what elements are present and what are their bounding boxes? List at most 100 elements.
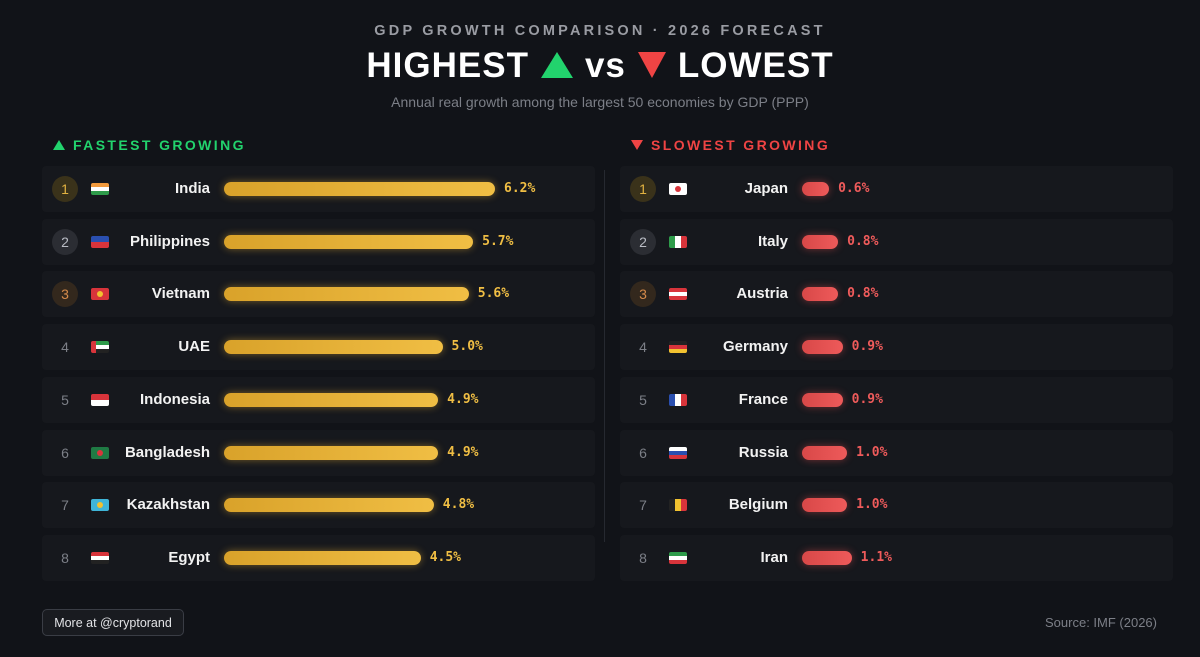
list-item: 5 Indonesia 4.9%: [42, 376, 595, 423]
rank-badge: 4: [639, 339, 647, 356]
country-label: Russia: [738, 443, 788, 461]
rank-badge: 2: [52, 228, 78, 255]
austria-flag-icon: [669, 288, 687, 301]
list-item: 1 Japan 0.6%: [620, 166, 1173, 212]
kazakhstan-flag-icon: [91, 499, 109, 512]
value-label: 5.0%: [451, 339, 483, 355]
column-divider: [604, 170, 605, 542]
bar: [224, 287, 469, 302]
bar: [224, 340, 443, 355]
bar: [224, 550, 421, 565]
bar: [224, 392, 439, 407]
source-note: Source: IMF (2026): [1045, 615, 1157, 630]
rank-badge: 6: [61, 444, 69, 461]
chart-title: HIGHEST vs LOWEST: [0, 46, 1200, 86]
rank-badge: 3: [630, 281, 656, 308]
list-item: 8 Egypt 4.5%: [42, 534, 595, 581]
rank-badge: 5: [61, 391, 69, 408]
list-item: 6 Russia 1.0%: [620, 429, 1173, 476]
value-label: 5.6%: [477, 286, 510, 302]
country-label: Kazakhstan: [126, 496, 210, 514]
list-item: 4 UAE 5.0%: [42, 324, 595, 371]
bar: [802, 498, 848, 513]
bar: [802, 182, 830, 196]
bar: [802, 340, 843, 355]
list-item: 3 Vietnam 5.6%: [42, 271, 595, 318]
belgium-flag-icon: [669, 499, 687, 512]
down-triangle-icon: [637, 52, 666, 78]
list-item: 2 Italy 0.8%: [620, 218, 1173, 265]
rank-badge: 1: [52, 176, 78, 202]
country-label: Japan: [744, 180, 788, 197]
list-item: 6 Bangladesh 4.9%: [42, 429, 595, 476]
country-label: Indonesia: [139, 390, 210, 408]
rank-badge: 3: [52, 281, 78, 308]
bar: [802, 392, 843, 407]
up-triangle-icon: [53, 140, 65, 150]
value-label: 1.1%: [860, 549, 892, 565]
uae-flag-icon: [91, 341, 109, 354]
philippines-flag-icon: [91, 235, 109, 248]
russia-flag-icon: [669, 446, 687, 459]
indonesia-flag-icon: [91, 393, 109, 406]
india-flag-icon: [91, 183, 109, 195]
country-label: India: [174, 180, 210, 197]
rank-badge: 1: [630, 176, 656, 202]
value-label: 1.0%: [856, 497, 888, 513]
rank-badge: 7: [639, 497, 647, 514]
down-triangle-icon: [631, 140, 643, 150]
value-label: 4.9%: [447, 444, 479, 460]
list-item: 3 Austria 0.8%: [620, 271, 1173, 318]
rank-badge: 6: [639, 444, 647, 461]
bar: [802, 550, 852, 565]
section-label: SLOWEST GROWING: [651, 137, 831, 153]
bar: [802, 234, 839, 249]
section-label: FASTEST GROWING: [73, 137, 246, 153]
title-lowest: LOWEST: [677, 46, 834, 85]
section-title-slowest: SLOWEST GROWING: [631, 137, 830, 153]
rank-badge: 8: [639, 549, 647, 566]
egypt-flag-icon: [91, 551, 109, 564]
title-vs: vs: [584, 46, 626, 85]
value-label: 0.9%: [851, 339, 883, 355]
country-label: France: [738, 390, 788, 408]
list-item: 2 Philippines 5.7%: [42, 218, 595, 265]
list-item: 5 France 0.9%: [620, 376, 1173, 423]
value-label: 0.9%: [851, 391, 883, 407]
country-label: Iran: [760, 548, 788, 566]
title-highest: HIGHEST: [366, 46, 529, 85]
country-label: Austria: [736, 285, 788, 303]
country-label: Egypt: [168, 548, 210, 566]
chart-subtitle: Annual real growth among the largest 50 …: [391, 94, 809, 110]
rank-badge: 5: [639, 391, 647, 408]
country-label: Italy: [757, 232, 788, 250]
bar: [802, 287, 839, 302]
bar: [224, 498, 434, 513]
section-title-fastest: FASTEST GROWING: [53, 137, 246, 153]
up-triangle-icon: [540, 52, 573, 78]
country-label: UAE: [178, 338, 210, 356]
list-item: 8 Iran 1.1%: [620, 534, 1173, 581]
more-button[interactable]: More at @cryptorand: [42, 609, 184, 636]
rank-badge: 4: [61, 339, 69, 356]
value-label: 4.8%: [442, 497, 475, 513]
value-label: 0.8%: [847, 233, 879, 249]
bar: [224, 234, 474, 249]
list-item: 7 Kazakhstan 4.8%: [42, 482, 595, 529]
country-label: Bangladesh: [124, 443, 210, 461]
country-label: Vietnam: [151, 285, 210, 303]
vietnam-flag-icon: [91, 288, 109, 301]
rank-badge: 7: [61, 497, 69, 514]
bar: [802, 445, 848, 460]
value-label: 5.7%: [482, 233, 514, 249]
bar: [224, 182, 495, 196]
country-label: Philippines: [129, 232, 210, 250]
value-label: 6.2%: [504, 181, 536, 196]
france-flag-icon: [669, 393, 687, 406]
iran-flag-icon: [669, 551, 687, 564]
list-item: 7 Belgium 1.0%: [620, 482, 1173, 529]
list-item: 4 Germany 0.9%: [620, 324, 1173, 371]
bangladesh-flag-icon: [91, 446, 109, 459]
chart-kicker: GDP GROWTH COMPARISON · 2026 FORECAST: [374, 23, 826, 39]
value-label: 4.5%: [429, 549, 461, 565]
